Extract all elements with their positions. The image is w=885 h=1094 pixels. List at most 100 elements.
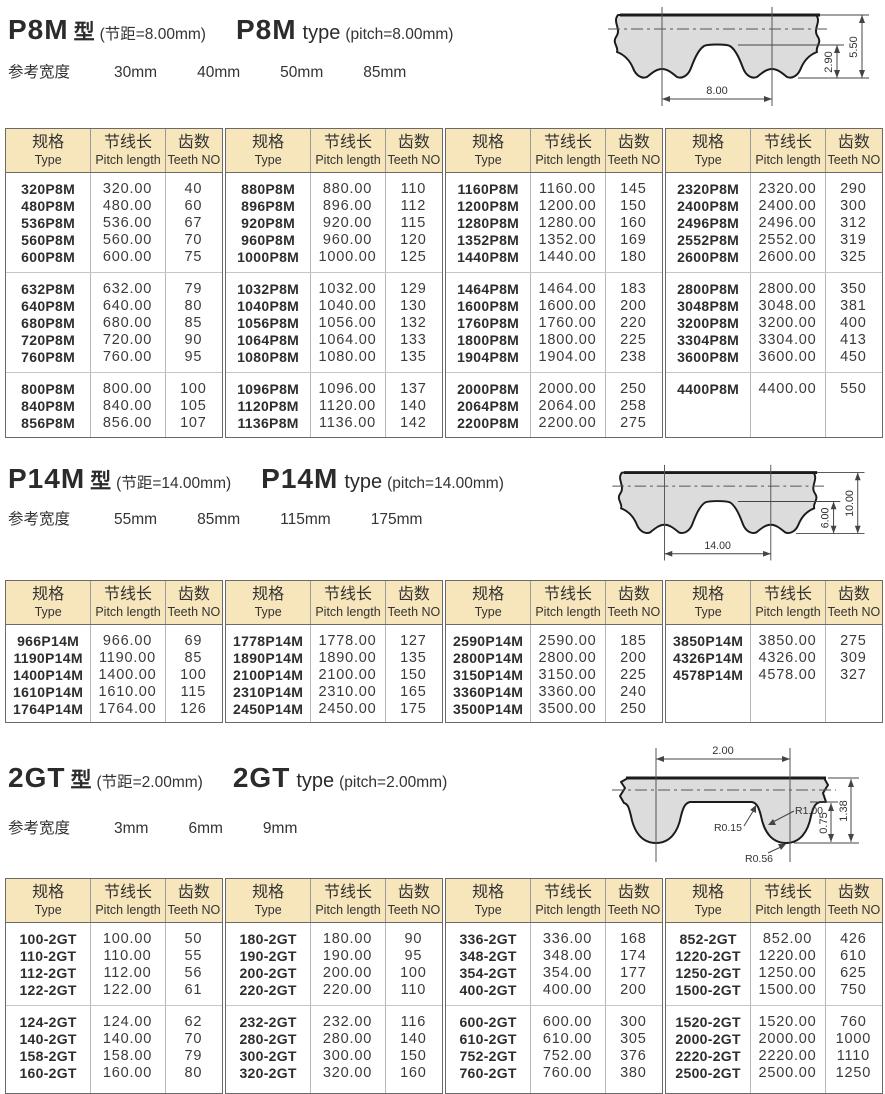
header-label-en: Type [254, 604, 282, 619]
pitch-length-cell: 1280.00 [538, 214, 597, 231]
teeth-cell: 115 [180, 683, 207, 700]
pitch-dimension: 8.00 [662, 85, 772, 102]
type-cell: 1120P8M [237, 397, 299, 414]
thickness-label: 10.00 [844, 490, 856, 517]
teeth-cell: 85 [184, 649, 203, 666]
table-row: 1352P8M 1352.00 169 [446, 231, 662, 248]
row-group: 232-2GT 232.00 116 280-2GT 280.00 140 300-2GT 3… [226, 1005, 442, 1088]
teeth-cell: 183 [620, 280, 647, 297]
table-row: 300-2GT 300.00 150 [226, 1047, 442, 1064]
header-label-zh: 规格 [472, 586, 505, 604]
pitch-length-cell: 300.00 [322, 1047, 373, 1064]
column-divider [384, 923, 386, 1093]
spec-table: 规格 Type 节线长 Pitch length 齿数 Teeth NO 1778P14M 1… [225, 580, 443, 723]
pitch-length-cell: 2064.00 [538, 397, 597, 414]
teeth-cell: 325 [840, 248, 867, 265]
tooth-height-label: 0.75 [818, 812, 830, 833]
table-row: 3200P8M 3200.00 400 [666, 314, 882, 331]
table-body: 2590P14M 2590.00 185 2800P14M 2800.00 200 3150… [446, 625, 662, 722]
teeth-cell: 610 [840, 947, 867, 964]
type-cell: 1040P8M [237, 297, 300, 314]
teeth-cell: 70 [184, 1030, 203, 1047]
spec-table: 规格 Type 节线长 Pitch length 齿数 Teeth NO 966P14M 96… [5, 580, 223, 723]
tooth-height-dimension: 0.75 [794, 801, 859, 844]
teeth-cell: 95 [184, 348, 203, 365]
pitch-length-cell: 1250.00 [758, 964, 817, 981]
teeth-cell: 80 [184, 297, 203, 314]
table-row: 1200P8M 1200.00 150 [446, 197, 662, 214]
header-label-zh: 齿数 [177, 586, 210, 604]
pitch-length-cell: 752.00 [542, 1047, 593, 1064]
table-row: 2000-2GT 2000.00 1000 [666, 1030, 882, 1047]
pitch-length-cell: 3200.00 [758, 314, 817, 331]
type-cell: 348-2GT [459, 947, 517, 964]
header-label-en: Type [694, 902, 722, 917]
teeth-cell: 100 [180, 666, 207, 683]
column-divider [750, 173, 752, 437]
table-row: 2552P8M 2552.00 319 [666, 231, 882, 248]
section-2gt: 2GT 型 (节距=2.00mm) 2GT type (pitch=2.00mm) 参考宽… [0, 740, 885, 1094]
table-row: 2500-2GT 2500.00 1250 [666, 1064, 882, 1081]
column-divider [750, 923, 752, 1093]
table-row: 3850P14M 3850.00 275 [666, 632, 882, 649]
header-label-zh: 规格 [692, 586, 725, 604]
header-cell: 规格 Type [6, 129, 90, 172]
header-cell: 节线长 Pitch length [750, 879, 825, 922]
table-row: 560P8M 560.00 70 [6, 231, 222, 248]
pitch-length-cell: 1160.00 [539, 180, 596, 197]
type-cell: 190-2GT [239, 947, 297, 964]
table-row: 1120P8M 1120.00 140 [226, 397, 442, 414]
pitch-length-cell: 1032.00 [318, 280, 377, 297]
table-row: 896P8M 896.00 112 [226, 197, 442, 214]
row-group: 1778P14M 1778.00 127 1890P14M 1890.00 135 2100… [226, 625, 442, 722]
table-row: 2800P14M 2800.00 200 [446, 649, 662, 666]
table-row: 1500-2GT 1500.00 750 [666, 981, 882, 998]
pitch-length-cell: 400.00 [542, 981, 593, 998]
pitch-length-cell: 560.00 [102, 231, 153, 248]
pitch-length-cell: 920.00 [322, 214, 373, 231]
header-cell: 规格 Type [6, 581, 90, 624]
table-row: 220-2GT 220.00 110 [226, 981, 442, 998]
pitch-length-cell: 3150.00 [538, 666, 597, 683]
type-cell: 122-2GT [19, 981, 77, 998]
type-cell: 800P8M [21, 380, 76, 397]
radius-fillet-label: R0.15 [714, 822, 742, 834]
table-body: 880P8M 880.00 110 896P8M 896.00 112 920P8M 920.… [226, 173, 442, 437]
type-cell: 1160P8M [457, 180, 519, 197]
teeth-cell: 79 [184, 280, 203, 297]
type-cell: 2552P8M [677, 231, 740, 248]
header-label-zh: 节线长 [763, 884, 812, 902]
type-cell: 1520-2GT [675, 1013, 741, 1030]
teeth-cell: 381 [840, 297, 867, 314]
header-label-zh: 节线长 [763, 586, 812, 604]
type-cell: 100-2GT [19, 930, 77, 947]
table-row: 2220-2GT 2220.00 1110 [666, 1047, 882, 1064]
teeth-cell: 133 [400, 331, 427, 348]
header-cell: 规格 Type [6, 879, 90, 922]
spec-table: 规格 Type 节线长 Pitch length 齿数 Teeth NO 180-2GT 18… [225, 878, 443, 1094]
table-body: 320P8M 320.00 40 480P8M 480.00 60 536P8M 536.00… [6, 173, 222, 437]
teeth-cell: 177 [620, 964, 647, 981]
pitch-dimension: 14.00 [664, 540, 771, 557]
type-cell: 1800P8M [457, 331, 520, 348]
table-row: 1400P14M 1400.00 100 [6, 666, 222, 683]
pitch-length-cell: 4578.00 [758, 666, 817, 683]
table-row: 2320P8M 2320.00 290 [666, 180, 882, 197]
section-p8m: P8M 型 (节距=8.00mm) P8M type (pitch=8.00mm) 参考宽… [0, 0, 885, 455]
pitch-length-cell: 122.00 [102, 981, 153, 998]
teeth-cell: 127 [400, 632, 427, 649]
teeth-cell: 79 [184, 1047, 203, 1064]
teeth-cell: 240 [620, 683, 647, 700]
header-label-zh: 规格 [692, 884, 725, 902]
pitch-length-cell: 3048.00 [758, 297, 817, 314]
pitch-length-cell: 880.00 [322, 180, 373, 197]
table-row: 3304P8M 3304.00 413 [666, 331, 882, 348]
row-group: 336-2GT 336.00 168 348-2GT 348.00 174 354-2GT 3… [446, 923, 662, 1005]
type-cell: 1500-2GT [675, 981, 741, 998]
teeth-cell: 200 [620, 297, 647, 314]
section-code-en: 2GT [232, 762, 291, 793]
table-row: 180-2GT 180.00 90 [226, 930, 442, 947]
header-cell: 节线长 Pitch length [530, 129, 605, 172]
teeth-cell: 380 [620, 1064, 647, 1081]
